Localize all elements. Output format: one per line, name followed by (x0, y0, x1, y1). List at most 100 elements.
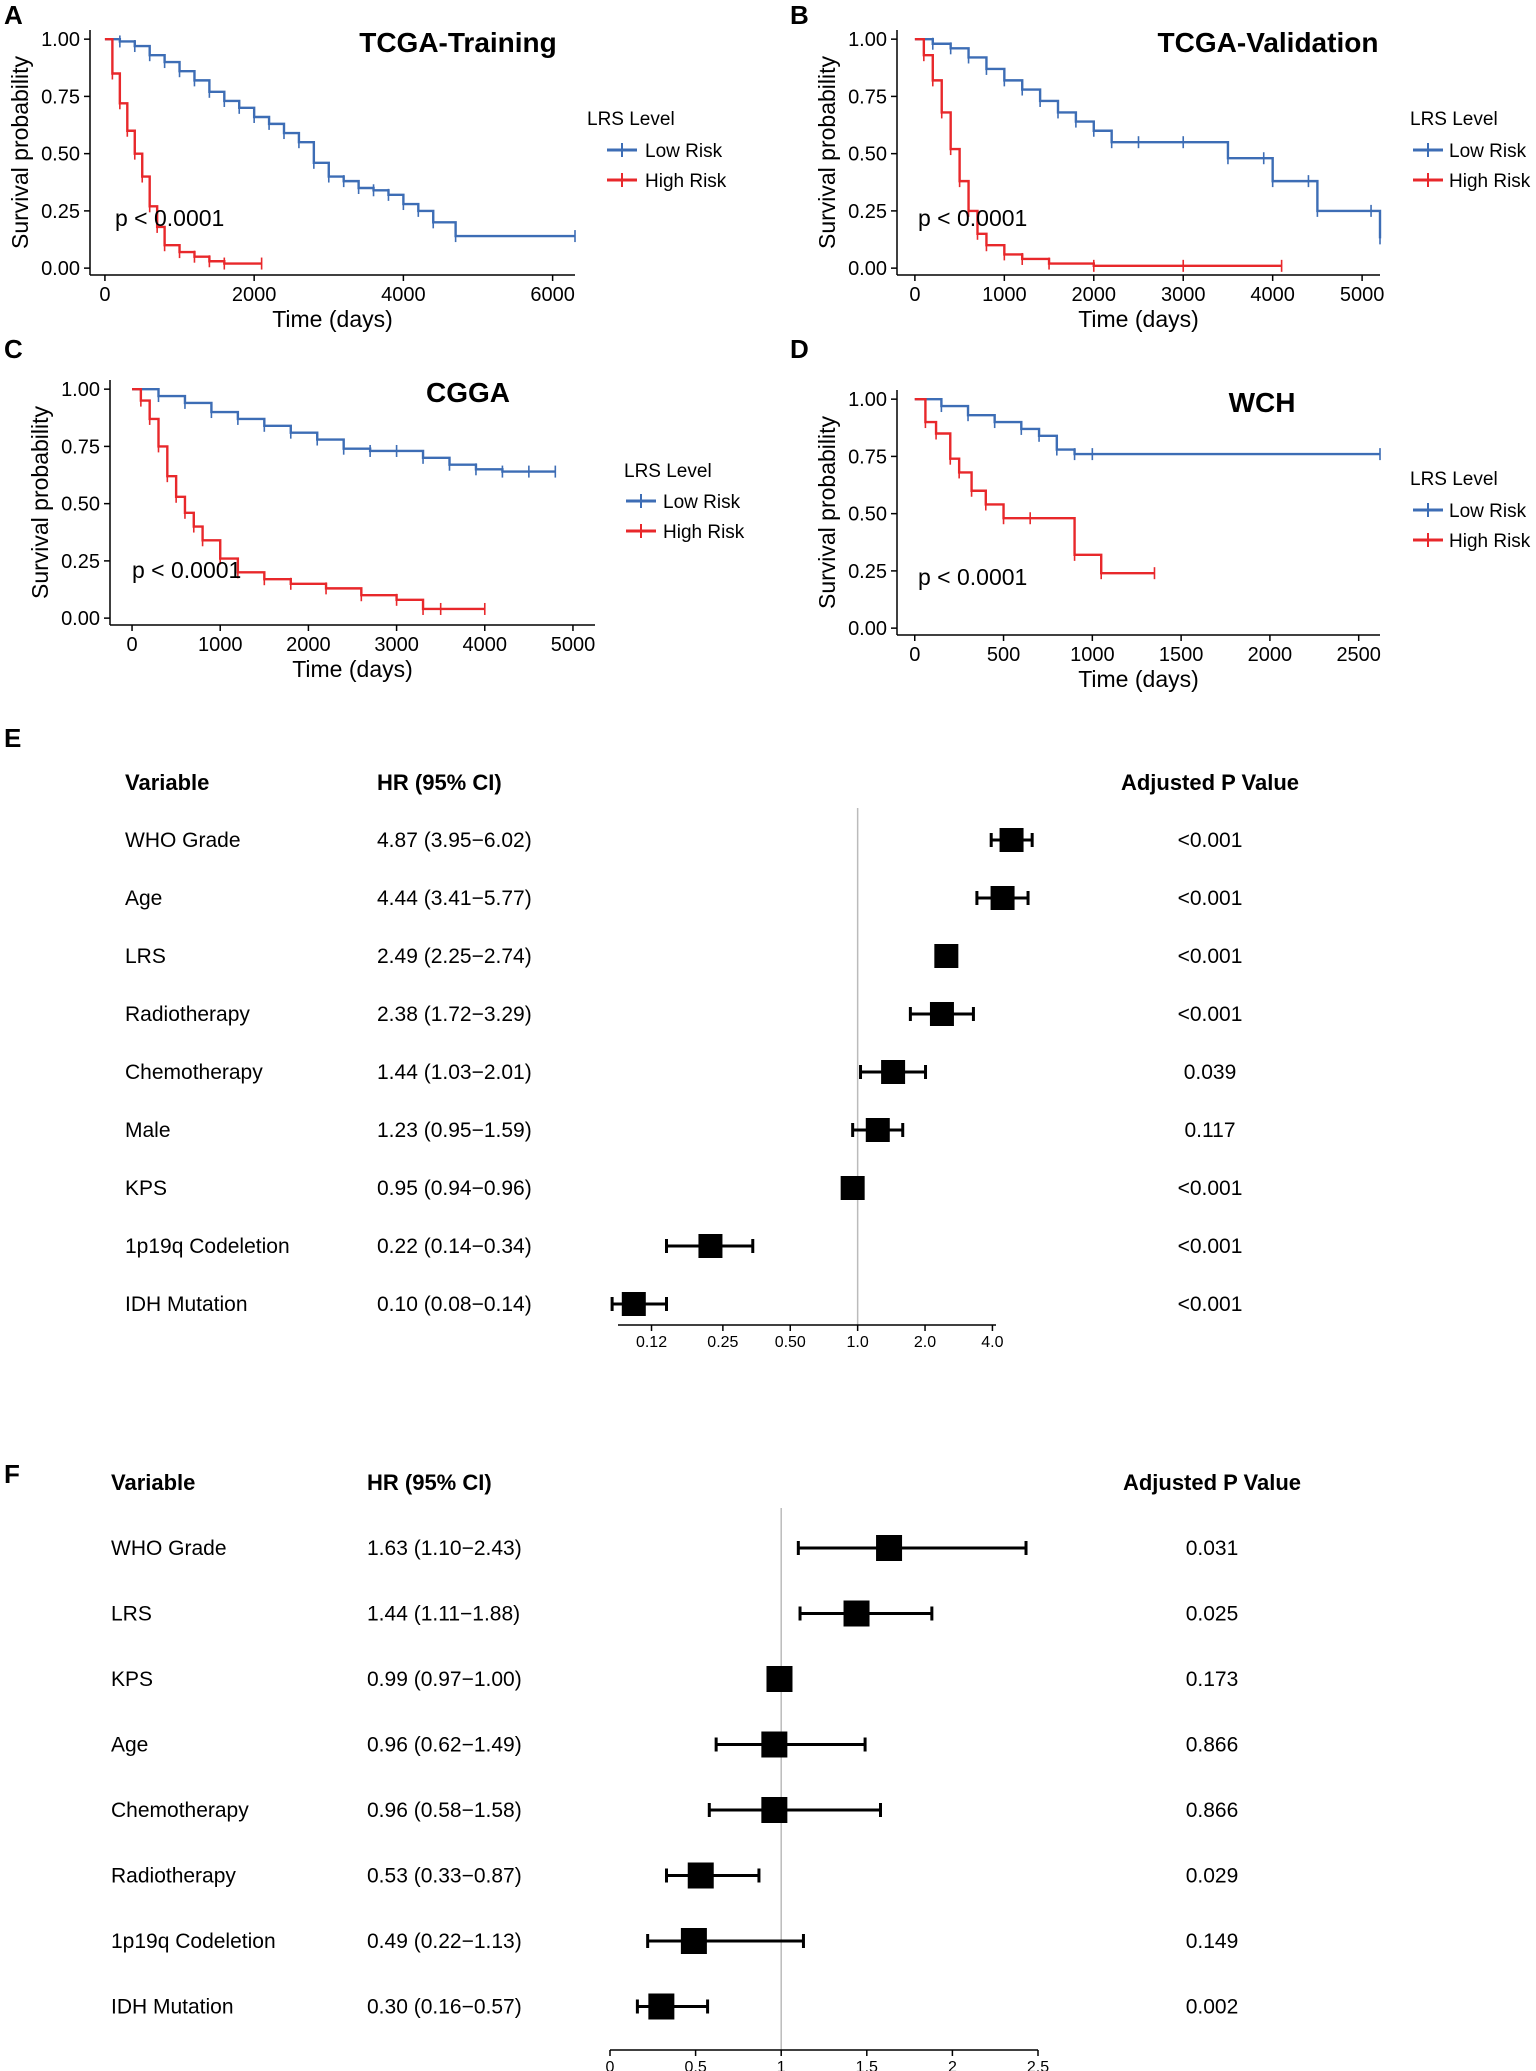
x-axis-label: Time (days) (1078, 306, 1199, 332)
hr-point-square (990, 886, 1015, 910)
chart-title: TCGA-Validation (1158, 27, 1379, 58)
forest-x-tick-label: 2.5 (1027, 2059, 1049, 2071)
forest-x-tick-label: 1 (777, 2059, 786, 2071)
row-hr-ci-label: 1.44 (1.11−1.88) (367, 1603, 520, 1626)
x-tick-label: 0 (909, 644, 920, 666)
legend-low-risk-label: Low Risk (645, 141, 723, 162)
hr-point-square (840, 1176, 865, 1200)
legend-high-risk-label: High Risk (663, 522, 745, 543)
hr-point-square (761, 1797, 788, 1823)
row-hr-ci-label: 0.49 (0.22−1.13) (367, 1930, 522, 1953)
panel-letter-f: F (4, 1459, 20, 1489)
hr-point-square (934, 944, 959, 968)
row-variable-label: IDH Mutation (111, 1996, 234, 2019)
row-hr-ci-label: 4.87 (3.95−6.02) (377, 829, 532, 852)
row-p-value-label: 0.029 (1186, 1865, 1239, 1888)
row-hr-ci-label: 1.23 (0.95−1.59) (377, 1119, 532, 1142)
x-tick-label: 2000 (1248, 644, 1293, 666)
y-tick-label: 0.50 (61, 494, 100, 516)
legend-a: LRS Level Low Risk High Risk (587, 109, 727, 192)
high-risk-survival-curve (914, 37, 1282, 268)
forest-x-tick-label: 0.25 (707, 1334, 738, 1351)
row-variable-label: Male (125, 1119, 171, 1142)
row-hr-ci-label: 0.22 (0.14−0.34) (377, 1235, 532, 1258)
y-tick-label: 0.00 (41, 258, 80, 280)
x-tick-label: 2000 (232, 284, 277, 306)
y-tick-label: 1.00 (848, 389, 887, 411)
row-variable-label: KPS (125, 1177, 167, 1200)
row-variable-label: 1p19q Codeletion (111, 1930, 276, 1953)
km-panel-d: 0.00 0.25 0.50 0.75 1.00 0 500 1000 1500 2000 2500… (814, 387, 1381, 692)
row-variable-label: Age (111, 1734, 148, 1757)
forest-plot-f: Variable HR (95% CI) Adjusted P Value WHO G… (111, 1470, 1301, 2071)
panel-letter-a: A (4, 0, 23, 30)
row-p-value-label: 0.173 (1186, 1668, 1239, 1691)
x-tick-label: 0 (126, 634, 137, 656)
y-tick-label: 1.00 (61, 379, 100, 401)
legend-low-risk-label: Low Risk (1449, 141, 1527, 162)
row-variable-label: LRS (111, 1603, 152, 1626)
hr-point-square (761, 1731, 788, 1758)
row-p-value-label: 0.117 (1185, 1119, 1236, 1142)
p-value-label: p < 0.0001 (115, 205, 224, 231)
hr-point-square (680, 1928, 707, 1954)
x-tick-label: 2000 (1072, 284, 1117, 306)
high-risk-survival-curve (914, 397, 1155, 575)
row-hr-ci-label: 0.95 (0.94−0.96) (377, 1177, 532, 1200)
hr-point-square (621, 1292, 646, 1316)
legend-low-risk-label: Low Risk (1449, 501, 1527, 522)
forest-x-tick-label: 4.0 (981, 1334, 1003, 1351)
km-panel-b: 0.00 0.25 0.50 0.75 1.00 0 1000 2000 3000 4000 500… (814, 27, 1384, 332)
row-variable-label: IDH Mutation (125, 1293, 248, 1316)
hr-point-square (687, 1862, 714, 1889)
low-risk-survival-curve (914, 397, 1380, 456)
hr-point-square (881, 1060, 906, 1084)
x-tick-label: 5000 (1340, 284, 1385, 306)
header-adjusted-p: Adjusted P Value (1123, 1470, 1301, 1495)
row-hr-ci-label: 2.49 (2.25−2.74) (377, 945, 532, 968)
km-panel-c: 0.00 0.25 0.50 0.75 1.00 0 1000 2000 3000 4000 500… (27, 377, 595, 682)
x-tick-label: 5000 (551, 634, 596, 656)
row-variable-label: Radiotherapy (111, 1865, 236, 1888)
x-axis-label: Time (days) (292, 656, 413, 682)
x-axis-label: Time (days) (1078, 666, 1199, 692)
hr-point-square (929, 1002, 954, 1026)
legend-c: LRS Level Low Risk High Risk (624, 461, 745, 543)
x-tick-label: 3000 (374, 634, 419, 656)
x-tick-label: 4000 (463, 634, 508, 656)
row-p-value-label: <0.001 (1178, 829, 1243, 852)
legend-title: LRS Level (587, 109, 675, 130)
x-tick-label: 1000 (1070, 644, 1115, 666)
row-variable-label: Chemotherapy (111, 1799, 249, 1822)
y-tick-label: 0.75 (848, 446, 887, 468)
panel-letter-e: E (4, 723, 21, 753)
row-p-value-label: <0.001 (1178, 1003, 1243, 1026)
row-p-value-label: 0.002 (1186, 1996, 1239, 2019)
row-variable-label: Radiotherapy (125, 1003, 250, 1026)
x-tick-label: 500 (987, 644, 1020, 666)
row-p-value-label: <0.001 (1178, 887, 1243, 910)
header-hr: HR (95% CI) (367, 1470, 492, 1495)
row-variable-label: 1p19q Codeletion (125, 1235, 290, 1258)
x-tick-label: 4000 (1250, 284, 1295, 306)
forest-x-tick-label: 0.50 (775, 1334, 806, 1351)
y-tick-label: 0.75 (848, 86, 887, 108)
legend-title: LRS Level (1410, 109, 1498, 130)
panel-letter-b: B (790, 0, 809, 30)
row-hr-ci-label: 2.38 (1.72−3.29) (377, 1003, 532, 1026)
x-tick-label: 0 (909, 284, 920, 306)
p-value-label: p < 0.0001 (918, 564, 1027, 590)
y-tick-label: 0.75 (41, 86, 80, 108)
y-tick-label: 0.00 (61, 608, 100, 630)
row-p-value-label: <0.001 (1178, 945, 1243, 968)
header-hr: HR (95% CI) (377, 770, 502, 795)
y-tick-label: 0.50 (848, 144, 887, 166)
row-hr-ci-label: 0.53 (0.33−0.87) (367, 1865, 522, 1888)
x-tick-label: 1000 (198, 634, 243, 656)
legend-high-risk-label: High Risk (645, 171, 727, 192)
forest-x-tick-label: 1.0 (847, 1334, 869, 1351)
x-tick-label: 3000 (1161, 284, 1206, 306)
x-tick-label: 1500 (1159, 644, 1204, 666)
row-p-value-label: 0.866 (1186, 1734, 1239, 1757)
